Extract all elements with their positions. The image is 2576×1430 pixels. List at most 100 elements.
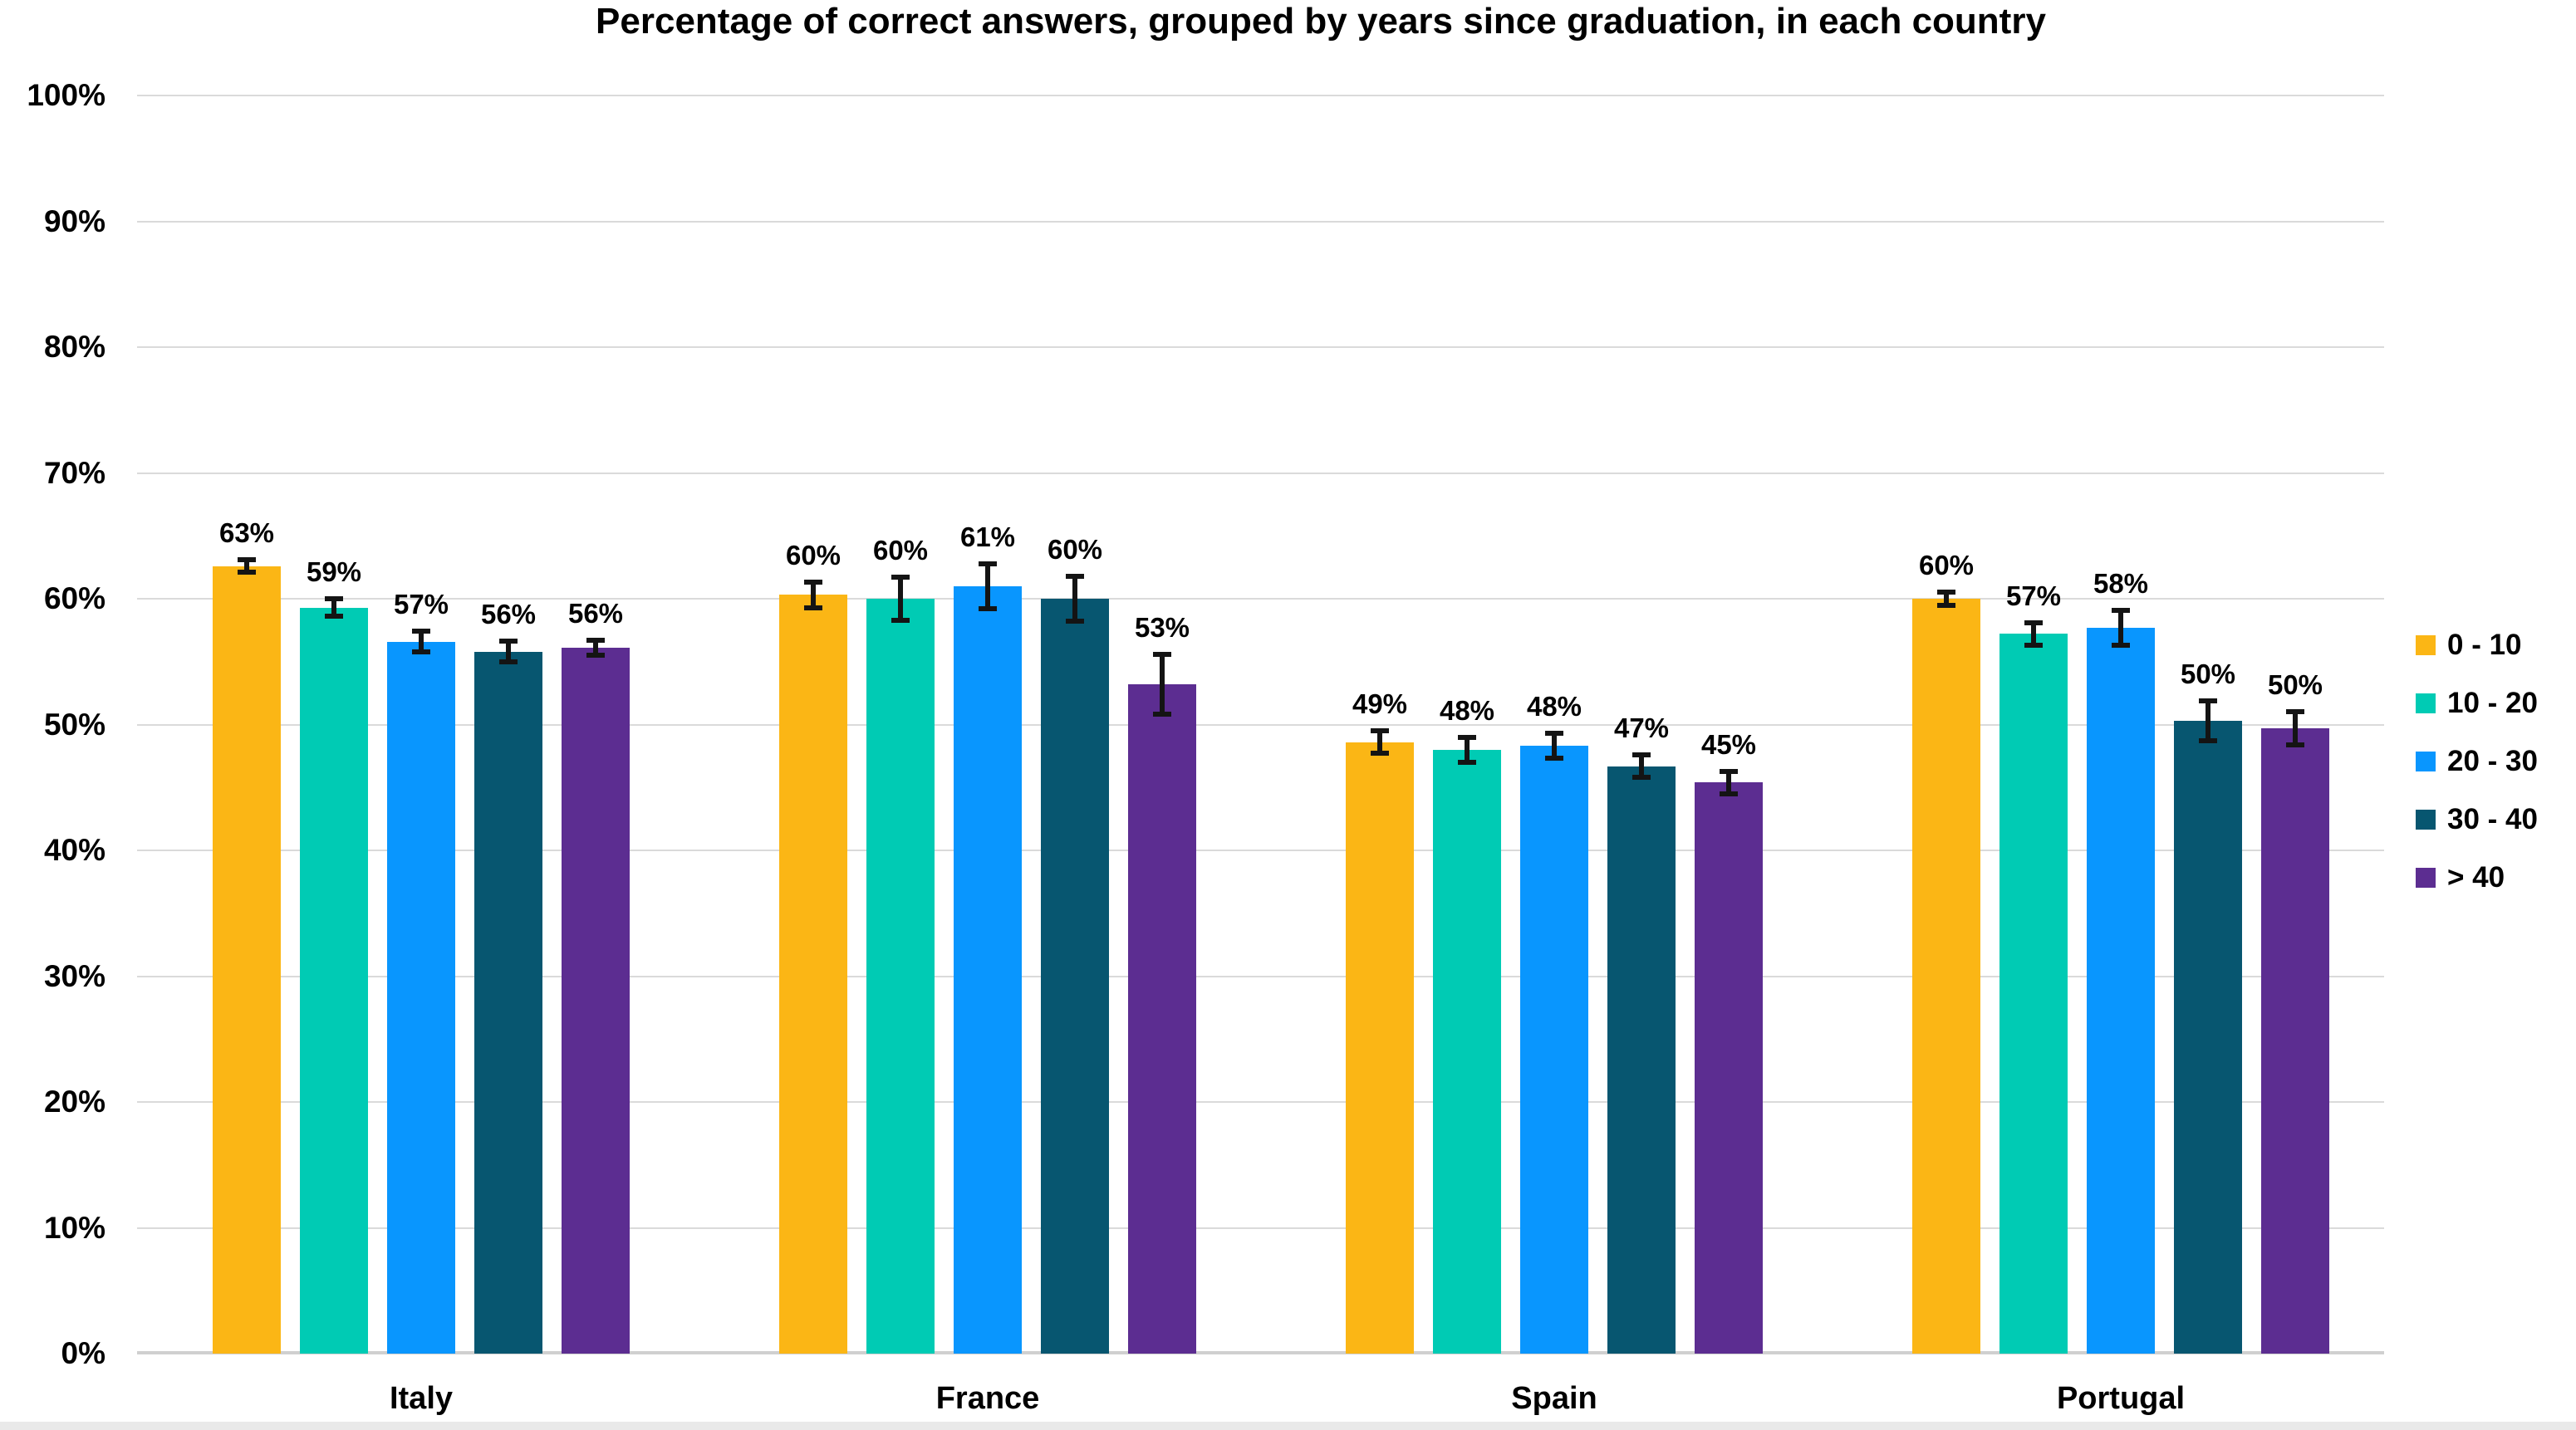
error-bar-cap-bottom bbox=[804, 605, 822, 610]
error-bar-cap-top bbox=[412, 629, 430, 634]
bar-value-label: 59% bbox=[306, 556, 362, 587]
y-axis-tick-label: 30% bbox=[43, 958, 105, 993]
bar-value-label: 48% bbox=[1439, 694, 1495, 726]
bottom-edge-strip bbox=[0, 1422, 2576, 1430]
error-bar-cap-top bbox=[1632, 752, 1651, 757]
x-axis-category-label: Portugal bbox=[2056, 1381, 2186, 1416]
error-bar bbox=[1937, 590, 1955, 608]
y-axis-tick-label: 60% bbox=[43, 581, 105, 615]
error-bar-cap-top bbox=[1371, 728, 1389, 734]
error-bar-line bbox=[1465, 734, 1470, 765]
error-bar-cap-bottom bbox=[2199, 738, 2217, 744]
legend-item-label: 0 - 10 bbox=[2447, 629, 2522, 661]
y-axis-tick-label: 70% bbox=[43, 455, 105, 490]
bar-value-label: 50% bbox=[2267, 669, 2323, 701]
y-axis-tick-label: 20% bbox=[43, 1085, 105, 1119]
bar-value-label: 61% bbox=[959, 521, 1016, 552]
error-bar bbox=[2024, 620, 2043, 649]
gridline bbox=[137, 1101, 2384, 1103]
gridline bbox=[137, 598, 2384, 600]
error-bar bbox=[238, 557, 256, 575]
bar-portugal-10-20 bbox=[1999, 634, 2068, 1354]
error-bar-cap-bottom bbox=[499, 659, 518, 664]
error-bar-line bbox=[1639, 752, 1644, 781]
bar-value-label: 60% bbox=[785, 540, 841, 571]
error-bar-cap-top bbox=[2112, 607, 2130, 613]
error-bar bbox=[499, 639, 518, 664]
error-bar-cap-bottom bbox=[1720, 791, 1738, 796]
error-bar-line bbox=[1377, 728, 1382, 757]
error-bar-cap-top bbox=[2286, 709, 2304, 715]
bar-value-label: 45% bbox=[1700, 728, 1757, 760]
bar-italy-20-30 bbox=[387, 641, 455, 1354]
error-bar bbox=[979, 561, 997, 612]
error-bar-cap-top bbox=[1720, 768, 1738, 774]
gridline bbox=[137, 346, 2384, 348]
legend-item: 20 - 30 bbox=[2416, 732, 2538, 791]
error-bar-cap-top bbox=[2199, 698, 2217, 703]
legend-swatch bbox=[2416, 635, 2436, 655]
error-bar-line bbox=[1552, 731, 1557, 762]
error-bar-cap-top bbox=[2024, 620, 2043, 625]
legend-item-label: 10 - 20 bbox=[2447, 687, 2538, 719]
bar-value-label: 47% bbox=[1613, 712, 1670, 743]
bar-value-label: 57% bbox=[393, 589, 449, 620]
error-bar bbox=[891, 575, 910, 623]
error-bar bbox=[1371, 728, 1389, 757]
bar-portugal-30-40 bbox=[2174, 720, 2242, 1354]
error-bar-cap-top bbox=[891, 575, 910, 580]
error-bar-line bbox=[331, 595, 336, 620]
error-bar-line bbox=[419, 629, 424, 654]
bar-italy->40 bbox=[562, 648, 630, 1354]
bar-italy-10-20 bbox=[300, 607, 368, 1354]
error-bar-line bbox=[244, 557, 249, 575]
error-bar-cap-bottom bbox=[1458, 759, 1476, 765]
error-bar-line bbox=[593, 637, 598, 659]
error-bar-line bbox=[2293, 709, 2298, 747]
y-axis-tick-label: 100% bbox=[27, 78, 105, 112]
error-bar-line bbox=[1726, 768, 1731, 796]
x-axis-category-label: Italy bbox=[389, 1381, 454, 1416]
error-bar-cap-top bbox=[499, 639, 518, 644]
legend-item-label: 20 - 30 bbox=[2447, 745, 2538, 777]
legend-swatch bbox=[2416, 752, 2436, 771]
gridline bbox=[137, 220, 2384, 223]
error-bar-cap-bottom bbox=[1371, 751, 1389, 757]
bar-france-20-30 bbox=[954, 585, 1022, 1354]
error-bar-line bbox=[2206, 698, 2210, 744]
error-bar-cap-bottom bbox=[2024, 643, 2043, 649]
bar-value-label: 57% bbox=[2005, 580, 2062, 611]
error-bar-cap-top bbox=[325, 595, 343, 601]
gridline bbox=[137, 723, 2384, 726]
bar-spain->40 bbox=[1695, 782, 1763, 1354]
gridline bbox=[137, 1227, 2384, 1229]
error-bar-line bbox=[898, 575, 903, 623]
legend-item: > 40 bbox=[2416, 849, 2538, 907]
legend-swatch bbox=[2416, 810, 2436, 830]
bar-portugal->40 bbox=[2261, 728, 2329, 1354]
bar-value-label: 48% bbox=[1526, 691, 1582, 722]
chart-title: Percentage of correct answers, grouped b… bbox=[596, 1, 2046, 42]
error-bar bbox=[2112, 607, 2130, 649]
bar-value-label: 56% bbox=[567, 597, 624, 629]
bar-italy-0-10 bbox=[213, 566, 281, 1354]
gridline bbox=[137, 95, 2384, 96]
gridline bbox=[137, 472, 2384, 474]
error-bar bbox=[586, 637, 605, 659]
error-bar-cap-bottom bbox=[1066, 619, 1084, 624]
error-bar-cap-bottom bbox=[325, 614, 343, 620]
error-bar-cap-bottom bbox=[1937, 602, 1955, 608]
error-bar-cap-top bbox=[1066, 573, 1084, 579]
legend-item-label: 30 - 40 bbox=[2447, 803, 2538, 835]
error-bar bbox=[1632, 752, 1651, 781]
bar-spain-0-10 bbox=[1346, 742, 1414, 1354]
legend-swatch bbox=[2416, 868, 2436, 888]
error-bar-cap-bottom bbox=[238, 570, 256, 575]
y-axis-tick-label: 90% bbox=[43, 203, 105, 238]
y-axis-tick-label: 10% bbox=[43, 1210, 105, 1245]
bar-france-30-40 bbox=[1041, 599, 1109, 1354]
error-bar-line bbox=[1160, 651, 1165, 717]
legend-item: 30 - 40 bbox=[2416, 791, 2538, 849]
bar-value-label: 60% bbox=[1047, 533, 1103, 565]
legend-item-label: > 40 bbox=[2447, 861, 2505, 894]
